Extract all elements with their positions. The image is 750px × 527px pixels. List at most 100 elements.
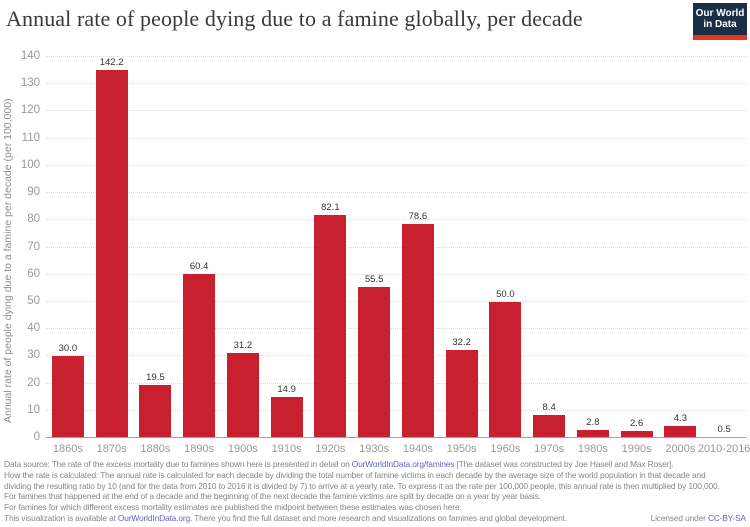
bar-value-label: 55.5	[364, 273, 384, 285]
y-tick-label: 80	[27, 213, 40, 226]
bar-slot: 142.2 1870s	[90, 57, 134, 455]
y-tick-label: 100	[20, 158, 40, 171]
y-tick-label: 90	[27, 186, 40, 199]
bar[interactable]	[270, 397, 303, 438]
x-tick-label: 1930s	[359, 443, 390, 455]
gridline	[46, 300, 746, 302]
footer-availability: This visualization is available at OurWo…	[4, 513, 567, 524]
chart-title: Annual rate of people dying due to a fam…	[6, 6, 583, 31]
chart-section: Annual rate of people dying due to a fam…	[0, 50, 750, 455]
gridline	[46, 56, 746, 57]
y-tick-label: 50	[27, 294, 40, 307]
x-tick-label: 1860s	[52, 443, 83, 455]
bar-value-label: 14.9	[277, 384, 296, 396]
bar[interactable]	[139, 384, 172, 438]
bar[interactable]	[401, 224, 434, 438]
gridline	[46, 164, 746, 166]
bar-slot: 8.4 1970s	[527, 57, 571, 455]
x-tick-label: 2010-2016	[697, 443, 750, 455]
footer-note-decade-split: For famines that happened at the end of …	[4, 491, 541, 502]
x-tick-label: 1880s	[140, 443, 171, 455]
gridline	[46, 409, 746, 411]
bar-slot: 82.1 1920s	[309, 57, 353, 455]
owid-site-link[interactable]: OurWorldInData.org.	[117, 512, 193, 523]
bar[interactable]	[314, 214, 347, 438]
bar-value-label: 31.2	[233, 340, 253, 352]
bar-value-label: 19.5	[146, 371, 165, 383]
x-tick-label: 1870s	[96, 443, 127, 455]
footer-data-source: Data source: The rate of the excess mort…	[4, 459, 746, 470]
bar[interactable]	[664, 426, 697, 438]
x-tick-label: 2000s	[665, 443, 696, 455]
gridline	[46, 273, 746, 275]
gridline	[46, 355, 746, 357]
bar[interactable]	[95, 70, 128, 438]
y-axis-title: Annual rate of people dying due to a fam…	[2, 98, 14, 423]
y-tick-label: 120	[20, 104, 40, 117]
bar[interactable]	[183, 273, 216, 438]
footer-note-midpoint: For famines for which different excess m…	[4, 502, 462, 513]
bar[interactable]	[620, 430, 653, 438]
gridline	[46, 382, 746, 384]
famines-dataset-link[interactable]: OurWorldInData.org/famines	[351, 459, 455, 469]
bar-value-label: 78.6	[408, 211, 428, 223]
footer-text: There you find the full dataset and more…	[192, 512, 568, 523]
x-tick-label: 1890s	[184, 443, 215, 455]
bar-value-label: 60.4	[189, 260, 209, 272]
footer-bottom-line: This visualization is available at OurWo…	[4, 513, 746, 524]
bar[interactable]	[533, 415, 566, 438]
x-tick-label: 1970s	[534, 443, 565, 455]
gridline	[46, 328, 746, 330]
x-tick-label: 1940s	[402, 443, 433, 455]
owid-logo[interactable]: Our World in Data	[693, 3, 747, 40]
license-text: Licensed under	[650, 512, 708, 523]
x-tick-label: 1980s	[577, 443, 608, 455]
gridline	[46, 192, 746, 194]
footer-notes: Data source: The rate of the excess mort…	[4, 459, 746, 524]
y-tick-label: 10	[27, 403, 40, 416]
gridline	[46, 137, 746, 139]
bar-value-label: 142.2	[99, 57, 124, 68]
bar-value-label: 82.1	[321, 201, 340, 213]
x-tick-label: 1910s	[271, 443, 302, 455]
x-tick-label: 1990s	[621, 443, 652, 455]
bar-value-label: 8.4	[542, 402, 556, 414]
footer-text: This visualization is available at	[4, 512, 118, 523]
bar-value-label: 32.2	[452, 337, 471, 349]
y-tick-label: 20	[27, 376, 40, 389]
license-note: Licensed under CC-BY-SA	[651, 513, 746, 524]
chart-header: Annual rate of people dying due to a fam…	[0, 0, 750, 44]
y-tick-label: 40	[27, 322, 40, 335]
bar[interactable]	[489, 301, 522, 438]
bar-value-label: 30.0	[58, 343, 78, 355]
bar[interactable]	[445, 350, 478, 438]
bar[interactable]	[358, 286, 391, 438]
bar-slot: 30.0 1860s	[46, 57, 90, 455]
cc-by-sa-link[interactable]: CC-BY-SA	[707, 512, 746, 523]
x-tick-label: 1950s	[446, 443, 477, 455]
footer-text: Data source: The rate of the excess mort…	[4, 459, 352, 469]
bar-value-label: 0.5	[717, 423, 731, 435]
plot-area: 30.0 1860s 142.2 1870s 19.5 1880s 60.4 1890s 31.…	[21, 50, 750, 455]
footer-method-line1: How the rate is calculated: The annual r…	[4, 469, 706, 480]
owid-logo-line2: in Data	[703, 19, 737, 30]
y-tick-label: 110	[21, 131, 40, 144]
bar[interactable]	[576, 430, 609, 438]
bar-value-label: 4.3	[673, 413, 687, 425]
bar[interactable]	[226, 353, 259, 438]
y-tick-label: 70	[27, 240, 40, 253]
bar[interactable]	[51, 356, 84, 438]
bar-slot: 2.8 1980s	[571, 57, 615, 455]
bar-slot: 32.2 1950s	[440, 57, 484, 455]
x-tick-label: 1900s	[227, 443, 258, 455]
bar-value-label: 2.8	[586, 417, 600, 429]
y-tick-label: 130	[20, 77, 40, 90]
bar-slot: 14.9 1910s	[265, 57, 309, 455]
y-tick-label: 30	[27, 349, 40, 362]
x-axis-line	[46, 437, 746, 438]
bar-slot: 60.4 1890s	[177, 57, 221, 455]
footer-method-line2: dividing the resulting ratio by 10 (and …	[4, 480, 720, 491]
owid-logo-line1: Our World	[695, 7, 745, 19]
footer-text: [The dataset was constructed by Joe Hase…	[454, 459, 674, 469]
